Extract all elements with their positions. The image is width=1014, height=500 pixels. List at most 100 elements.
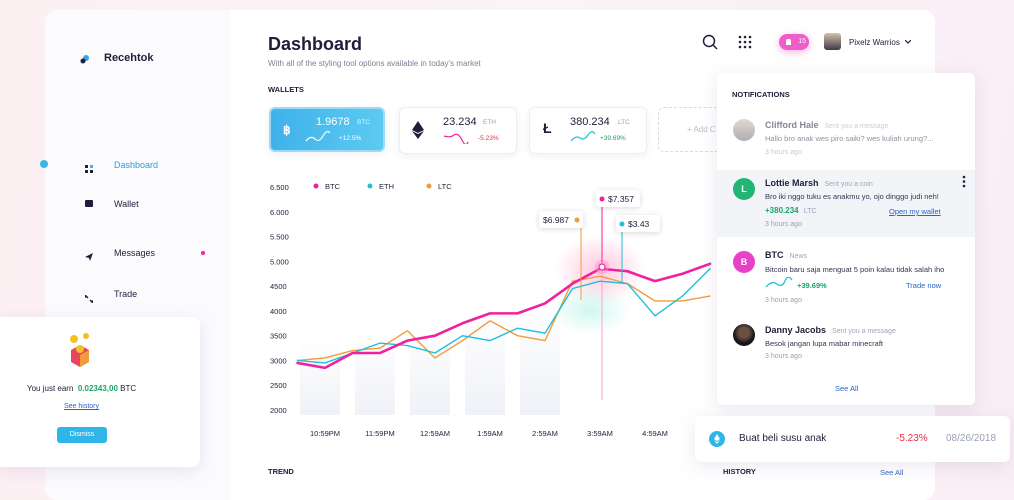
earn-amount: 0.02343,00 <box>77 384 118 393</box>
open-wallet-link[interactable]: Open my wallet <box>889 207 941 216</box>
change: +39.69% <box>797 281 827 290</box>
annotation-label: $7.357 <box>608 194 634 204</box>
annotation-dot <box>619 221 625 227</box>
x-tick-label: 12:59AM <box>420 429 450 438</box>
deco-column <box>300 340 340 415</box>
x-tick-label: 1:59AM <box>477 429 503 438</box>
sender-name: BTC <box>765 250 784 260</box>
annotation-dot <box>574 217 580 223</box>
search-icon[interactable] <box>702 34 718 50</box>
history-see-all[interactable]: See All <box>880 468 904 477</box>
page: {"sidebar":{"brand":"Recehtok","nav":["D… <box>0 0 1014 487</box>
y-tick-label: 2500 <box>270 381 287 390</box>
notification[interactable]: Clifford Hale Sent you a message Hallo br… <box>717 115 975 165</box>
x-tick-label: 2:59AM <box>532 429 558 438</box>
coin-amount: +380.234 LTC <box>765 206 817 215</box>
sender-name: Danny Jacobs <box>765 325 827 335</box>
wallets-title: WALLETS <box>268 85 304 94</box>
y-tick-label: 5.000 <box>270 257 289 266</box>
notification[interactable]: Danny Jacobs Sent you a message Besok jan… <box>717 320 975 370</box>
wallet-amount: 380.234 <box>570 116 610 128</box>
history-date: 08/26/2018 <box>946 433 997 444</box>
wallet-card[interactable]: Ł 380.234 LTC +39.69% <box>529 107 647 154</box>
notifications-title: NOTIFICATIONS <box>732 90 790 99</box>
dismiss-button[interactable]: Dismiss <box>57 427 107 443</box>
annotation-label: $6.987 <box>543 215 569 225</box>
action: Sent you a coin <box>824 181 873 188</box>
caret <box>905 40 911 44</box>
trend-title: TREND <box>268 467 294 476</box>
notification[interactable]: B BTC News Bitcoin baru saja menguat 5 po… <box>717 245 975 310</box>
unit: LTC <box>803 208 817 215</box>
sparkline <box>570 131 596 142</box>
series-line <box>296 268 711 364</box>
sparkline <box>443 133 469 144</box>
action: Sent you a message <box>824 123 889 130</box>
brand: Recehtok <box>104 52 154 64</box>
x-tick-label: 10:59PM <box>310 429 340 438</box>
message: Besok jangan lupa mabar minecraft <box>765 339 883 348</box>
deco-column <box>410 320 450 415</box>
y-tick-label: 4500 <box>270 282 287 291</box>
legend-label: ETH <box>379 182 394 191</box>
earn-card: You just earn 0.02343,00 BTC See history… <box>0 317 200 467</box>
menu-icon[interactable] <box>962 175 966 188</box>
deco-column <box>465 310 505 415</box>
wallet-card[interactable]: 23.234 ETH -5.23% <box>399 107 517 154</box>
time: 3 hours ago <box>765 149 802 156</box>
trade-now-link[interactable]: Trade now <box>906 281 942 290</box>
series-line <box>296 275 711 362</box>
annotation-box <box>539 211 583 228</box>
y-tick-label: 4000 <box>270 307 287 316</box>
user-avatar <box>824 33 841 50</box>
history-item[interactable]: Buat beli susu anak -5.23% 08/26/2018 <box>695 416 1010 462</box>
legend-swatch <box>426 183 432 189</box>
sender: Lottie Marsh Sent you a coin <box>765 178 873 188</box>
y-tick-label: 6.000 <box>270 208 289 217</box>
glow <box>550 285 630 335</box>
nav-item[interactable]: Wallet <box>114 199 139 209</box>
annotation-label: $3.43 <box>628 219 650 229</box>
legend-label: LTC <box>438 182 452 191</box>
apps-icon[interactable] <box>738 35 752 49</box>
nav-item[interactable]: Messages <box>114 248 156 258</box>
active-indicator <box>40 160 48 168</box>
logo <box>79 52 91 64</box>
nav-icon <box>85 160 93 173</box>
action: News <box>789 253 808 260</box>
nav-item[interactable]: Dashboard <box>114 160 159 170</box>
wallet-change: +12.5% <box>339 135 362 142</box>
unread-dot <box>201 251 205 255</box>
sender-name: Lottie Marsh <box>765 178 819 188</box>
sender-name: Clifford Hale <box>765 120 819 130</box>
nav-item[interactable]: Trade <box>114 289 138 299</box>
wallet-unit: BTC <box>357 119 370 126</box>
wallet-change: +39.69% <box>600 135 626 142</box>
see-history[interactable]: See history <box>64 403 100 410</box>
wallet-unit: ETH <box>483 119 496 126</box>
notification[interactable]: L Lottie Marsh Sent you a coin Bro iki ng… <box>717 170 975 237</box>
series-line <box>296 262 712 370</box>
x-tick-label: 3:59AM <box>587 429 613 438</box>
chart: 6.500 6.000 5.500 5.000 4500 4000 3500 3000 2500… <box>270 182 712 438</box>
see-all-link[interactable]: See All <box>835 384 859 393</box>
avatar <box>733 119 755 141</box>
x-tick-label: 11:59PM <box>365 429 394 438</box>
sender: BTC News <box>765 250 807 260</box>
y-tick-label: 5.500 <box>270 233 289 242</box>
page-subtitle: With all of the styling tool options ava… <box>268 59 481 68</box>
avatar <box>733 324 755 346</box>
wallet-card[interactable]: ฿ 1.9678 BTC +12.5% <box>269 107 385 152</box>
notification-badge[interactable]: 15 <box>779 34 809 50</box>
eth-icon <box>709 431 725 447</box>
nav-icon <box>85 200 93 207</box>
earn-text: You just earn 0.02343,00 BTC <box>27 384 136 393</box>
earn-unit: BTC <box>120 384 137 393</box>
x-tick-label: 4:59AM <box>642 429 668 438</box>
message: Bro iki nggo tuku es anakmu yo, ojo ding… <box>765 192 939 201</box>
sender: Clifford Hale Sent you a message <box>765 120 888 130</box>
annotation-box <box>616 215 660 232</box>
time: 3 hours ago <box>765 297 802 304</box>
sender: Danny Jacobs Sent you a message <box>765 325 896 335</box>
user-name[interactable]: Pixelz Warrios <box>849 38 900 47</box>
